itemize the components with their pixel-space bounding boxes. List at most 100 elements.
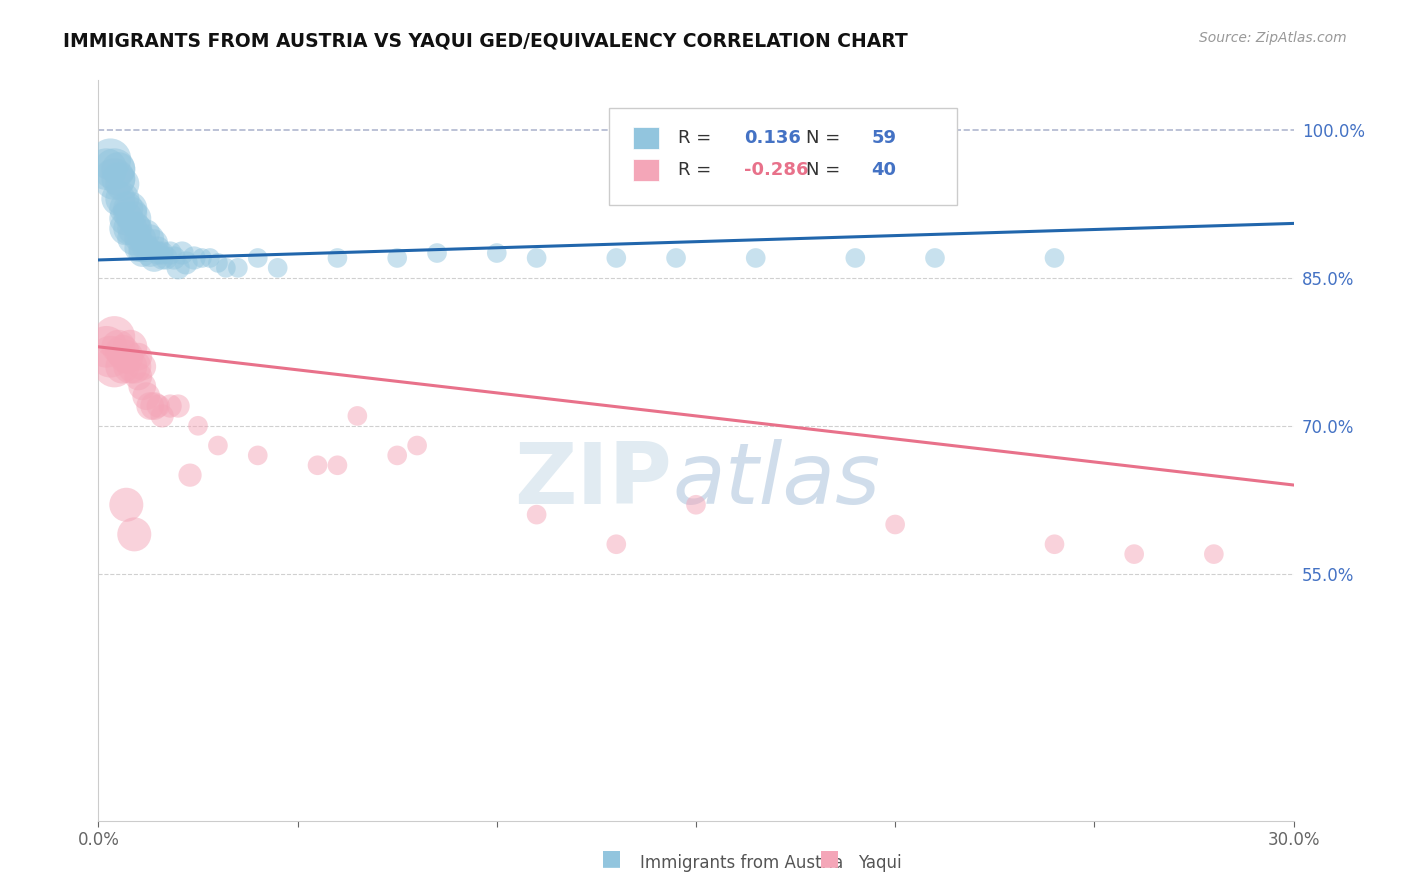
Point: [131, 379, 153, 393]
Point: [155, 251, 177, 265]
Point: [207, 438, 229, 452]
Point: [103, 162, 125, 177]
Text: R =: R =: [678, 161, 717, 179]
Point: [844, 251, 866, 265]
Point: [115, 211, 138, 226]
Text: Source: ZipAtlas.com: Source: ZipAtlas.com: [1199, 31, 1347, 45]
Point: [167, 399, 190, 413]
Point: [127, 369, 149, 384]
Point: [139, 231, 162, 245]
Text: Immigrants from Austria: Immigrants from Austria: [640, 855, 844, 872]
FancyBboxPatch shape: [633, 159, 659, 181]
Point: [526, 508, 548, 522]
Point: [143, 399, 166, 413]
Text: 0.136: 0.136: [744, 129, 800, 147]
Point: [159, 246, 181, 260]
Point: [485, 246, 508, 260]
Text: N =: N =: [806, 129, 846, 147]
FancyBboxPatch shape: [609, 108, 956, 204]
Point: [183, 251, 205, 265]
Point: [215, 260, 238, 275]
Point: [1202, 547, 1225, 561]
Point: [120, 202, 142, 216]
Point: [307, 458, 329, 473]
Point: [107, 162, 129, 177]
Point: [226, 260, 249, 275]
Point: [150, 409, 173, 423]
Point: [124, 527, 146, 541]
Point: [115, 498, 138, 512]
Text: 40: 40: [872, 161, 897, 179]
Point: [96, 162, 118, 177]
Point: [124, 211, 146, 226]
Point: [103, 172, 125, 186]
Text: N =: N =: [806, 161, 846, 179]
Point: [605, 251, 627, 265]
Point: [120, 221, 142, 235]
Point: [124, 359, 146, 374]
Text: ■: ■: [602, 848, 621, 868]
Point: [172, 246, 194, 260]
Point: [143, 236, 166, 251]
Point: [107, 192, 129, 206]
Point: [115, 202, 138, 216]
Point: [148, 241, 170, 255]
Point: [120, 206, 142, 220]
FancyBboxPatch shape: [633, 127, 659, 149]
Point: [174, 256, 197, 270]
Point: [127, 221, 149, 235]
Point: [685, 498, 707, 512]
Point: [127, 231, 149, 245]
Point: [246, 449, 269, 463]
Point: [120, 359, 142, 374]
Text: IMMIGRANTS FROM AUSTRIA VS YAQUI GED/EQUIVALENCY CORRELATION CHART: IMMIGRANTS FROM AUSTRIA VS YAQUI GED/EQU…: [63, 31, 908, 50]
Text: ■: ■: [820, 848, 839, 868]
Point: [115, 221, 138, 235]
Point: [131, 231, 153, 245]
Point: [115, 350, 138, 364]
Point: [139, 399, 162, 413]
Point: [326, 458, 349, 473]
Point: [526, 251, 548, 265]
Point: [1043, 537, 1066, 551]
Point: [111, 192, 134, 206]
Point: [135, 227, 157, 241]
Text: ZIP: ZIP: [515, 439, 672, 522]
Point: [124, 221, 146, 235]
Point: [924, 251, 946, 265]
Text: Yaqui: Yaqui: [858, 855, 901, 872]
Point: [107, 340, 129, 354]
Point: [98, 350, 122, 364]
Point: [127, 350, 149, 364]
Point: [1123, 547, 1146, 561]
Point: [167, 260, 190, 275]
Point: [96, 340, 118, 354]
Point: [127, 241, 149, 255]
Point: [111, 177, 134, 191]
Point: [107, 172, 129, 186]
Point: [385, 449, 409, 463]
Text: atlas: atlas: [672, 439, 880, 522]
Point: [198, 251, 221, 265]
Point: [103, 330, 125, 344]
Point: [246, 251, 269, 265]
Point: [745, 251, 768, 265]
Point: [191, 251, 214, 265]
Point: [143, 251, 166, 265]
Point: [207, 256, 229, 270]
Point: [159, 399, 181, 413]
Point: [135, 389, 157, 403]
Point: [605, 537, 627, 551]
Point: [111, 359, 134, 374]
Point: [103, 359, 125, 374]
Point: [426, 246, 449, 260]
Point: [131, 246, 153, 260]
Point: [163, 251, 186, 265]
Point: [148, 246, 170, 260]
Text: -0.286: -0.286: [744, 161, 808, 179]
Point: [139, 246, 162, 260]
Point: [665, 251, 688, 265]
Point: [131, 359, 153, 374]
Point: [135, 241, 157, 255]
Point: [148, 399, 170, 413]
